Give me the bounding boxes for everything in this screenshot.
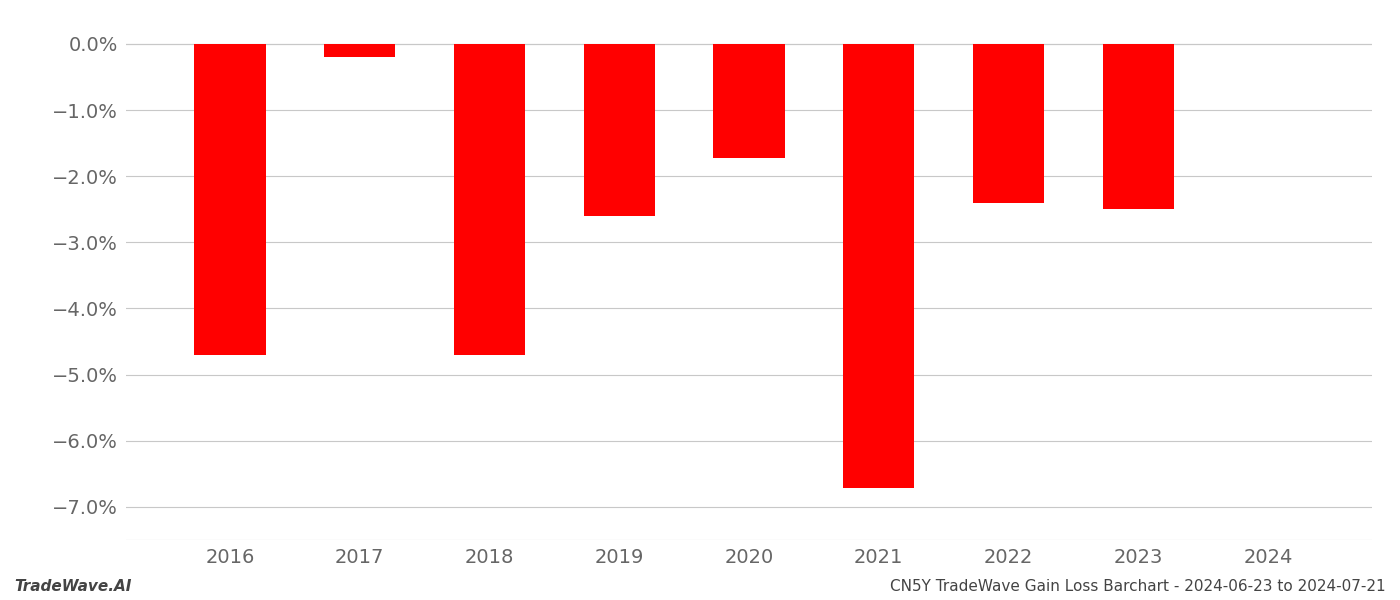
Text: TradeWave.AI: TradeWave.AI	[14, 579, 132, 594]
Bar	[714, 44, 784, 158]
Bar	[195, 44, 266, 355]
Bar	[454, 44, 525, 355]
Bar	[843, 44, 914, 488]
Bar	[323, 44, 395, 57]
Text: CN5Y TradeWave Gain Loss Barchart - 2024-06-23 to 2024-07-21: CN5Y TradeWave Gain Loss Barchart - 2024…	[890, 579, 1386, 594]
Bar	[1103, 44, 1175, 209]
Bar	[584, 44, 655, 216]
Bar	[973, 44, 1044, 203]
